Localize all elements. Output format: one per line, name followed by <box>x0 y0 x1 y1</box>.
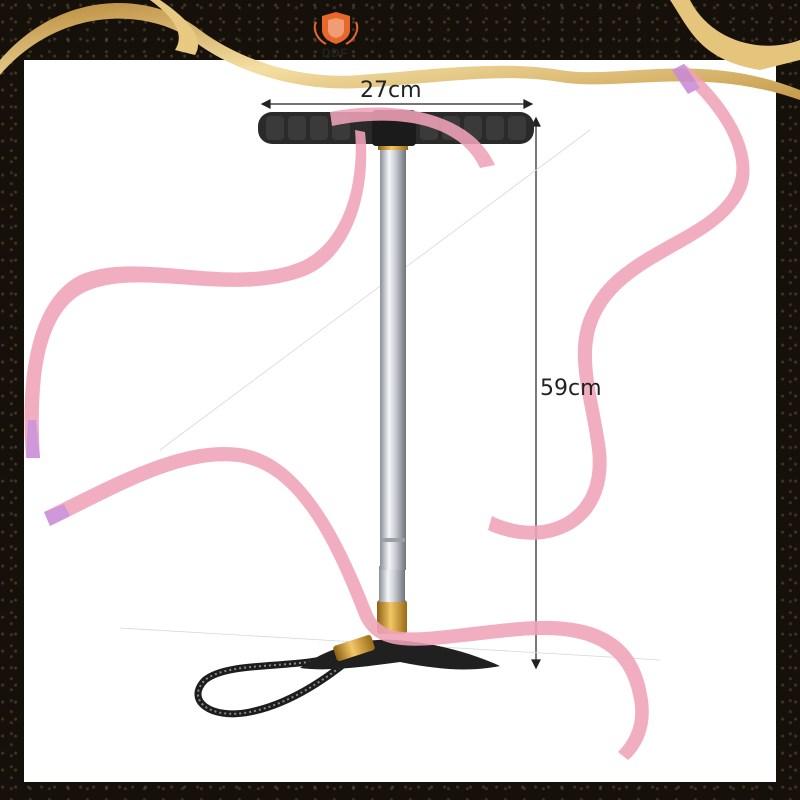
brass-fitting <box>333 566 407 662</box>
pink-ribbon <box>24 64 750 760</box>
width-label: 27cm <box>360 78 422 103</box>
pump-shaft <box>380 140 406 570</box>
brand-name: DDF <box>321 46 349 60</box>
brand-logo-icon <box>313 12 359 45</box>
width-dimension-line <box>260 99 534 109</box>
pump-hose <box>194 637 375 718</box>
height-dimension-line <box>531 116 541 670</box>
gold-ribbon <box>0 0 800 100</box>
height-label: 59cm <box>540 376 602 401</box>
brand-logo: DDF <box>310 12 360 62</box>
